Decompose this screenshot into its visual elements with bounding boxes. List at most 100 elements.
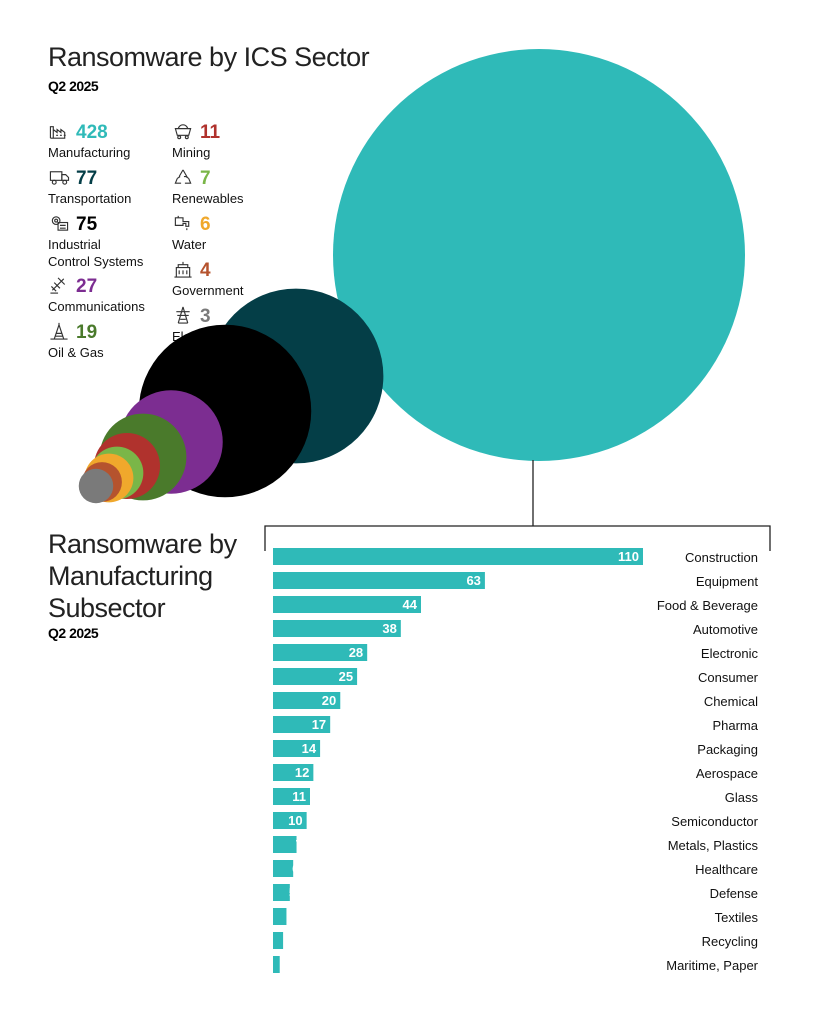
sector-legend-item: 428 Manufacturing bbox=[48, 122, 173, 161]
subsector-chart-title: Ransomware by Manufacturing Subsector bbox=[48, 528, 268, 624]
sector-count: 7 bbox=[200, 168, 211, 189]
subsector-bar bbox=[273, 860, 294, 877]
sector-legend-item: 27 Communications bbox=[48, 276, 173, 315]
subsector-bar bbox=[273, 956, 280, 973]
subsector-value-label: 44 bbox=[403, 597, 418, 612]
subsector-value-label: 110 bbox=[618, 549, 639, 564]
subsector-bar bbox=[273, 572, 485, 589]
subsector-bar bbox=[273, 788, 310, 805]
sector-name: Control Systems bbox=[48, 254, 144, 269]
subsector-bar bbox=[273, 740, 321, 757]
subsector-category-label: Textiles bbox=[715, 910, 759, 925]
subsector-bar bbox=[273, 908, 287, 925]
sector-count: 75 bbox=[76, 214, 98, 235]
subsector-value-label: 12 bbox=[295, 765, 309, 780]
subsector-title-line: Subsector bbox=[48, 593, 166, 623]
building-icon bbox=[172, 259, 200, 284]
sector-chart-subtitle: Q2 2025 bbox=[48, 78, 99, 94]
subsector-bar bbox=[273, 692, 341, 709]
subsector-value-label: 28 bbox=[349, 645, 363, 660]
subsector-category-label: Packaging bbox=[697, 742, 758, 757]
subsector-bar bbox=[273, 932, 284, 949]
subsector-bar bbox=[273, 620, 401, 637]
subsector-value-label: 38 bbox=[382, 621, 396, 636]
subsector-category-label: Construction bbox=[685, 550, 758, 565]
subsector-category-label: Consumer bbox=[698, 670, 759, 685]
subsector-bar bbox=[273, 668, 358, 685]
sector-legend-item: 77 Transportation bbox=[48, 168, 173, 207]
subsector-category-label: Pharma bbox=[712, 718, 758, 733]
subsector-bar bbox=[273, 596, 421, 613]
sector-count: 428 bbox=[76, 122, 108, 143]
subsector-bar bbox=[273, 812, 307, 829]
subsector-category-label: Glass bbox=[725, 790, 759, 805]
subsector-bar bbox=[273, 884, 290, 901]
gear-panel-icon bbox=[48, 213, 76, 238]
subsector-category-label: Semiconductor bbox=[671, 814, 758, 829]
subsector-value-label: 14 bbox=[302, 741, 317, 756]
faucet-icon bbox=[172, 213, 200, 238]
sector-name: Oil & Gas bbox=[48, 345, 104, 360]
sector-legend-item: 19 Oil & Gas bbox=[48, 322, 173, 361]
subsector-category-label: Chemical bbox=[704, 694, 758, 709]
subsector-value-label: 3 bbox=[285, 933, 292, 948]
sector-name: Water bbox=[172, 237, 207, 252]
subsector-value-label: 7 bbox=[296, 837, 303, 852]
subsector-bar bbox=[273, 644, 368, 661]
subsector-value-label: 11 bbox=[292, 789, 306, 804]
sector-count: 3 bbox=[200, 306, 211, 327]
factory-icon bbox=[48, 121, 76, 146]
subsector-bar bbox=[273, 716, 331, 733]
sector-legend-item: 7 Renewables bbox=[172, 168, 297, 207]
sector-bubble bbox=[333, 49, 745, 461]
truck-icon bbox=[48, 167, 76, 192]
bubble-bar-connector bbox=[264, 460, 771, 551]
subsector-chart-subtitle: Q2 2025 bbox=[48, 625, 99, 641]
sector-legend-item: 6 Water bbox=[172, 214, 297, 253]
sector-name: Manufacturing bbox=[48, 145, 131, 160]
subsector-value-label: 2 bbox=[282, 957, 289, 972]
sector-name: Transportation bbox=[48, 191, 132, 206]
sector-name: Communications bbox=[48, 299, 145, 314]
subsector-bar bbox=[273, 836, 297, 853]
satellite-icon bbox=[48, 275, 76, 300]
sector-legend-item: 75 Industrial Control Systems bbox=[48, 214, 173, 270]
sector-count: 27 bbox=[76, 276, 98, 297]
subsector-category-label: Metals, Plastics bbox=[668, 838, 759, 853]
subsector-value-label: 20 bbox=[322, 693, 336, 708]
subsector-value-label: 6 bbox=[292, 861, 299, 876]
sector-count: 11 bbox=[200, 122, 221, 143]
subsector-category-label: Defense bbox=[710, 886, 758, 901]
subsector-category-label: Healthcare bbox=[695, 862, 758, 877]
sector-count: 4 bbox=[200, 260, 211, 281]
recycle-icon bbox=[172, 167, 200, 192]
sector-bubble bbox=[78, 468, 114, 504]
subsector-title-line: Manufacturing bbox=[48, 561, 213, 591]
subsector-value-label: 17 bbox=[312, 717, 326, 732]
subsector-value-label: 5 bbox=[289, 885, 296, 900]
oil-rig-icon bbox=[48, 321, 76, 346]
sector-legend-item: 4 Government bbox=[172, 260, 297, 299]
sector-count: 6 bbox=[200, 214, 211, 235]
subsector-category-label: Food & Beverage bbox=[657, 598, 758, 613]
power-tower-icon bbox=[172, 305, 200, 330]
sector-name: Mining bbox=[172, 145, 211, 160]
sector-name: Government bbox=[172, 283, 244, 298]
sector-name: Renewables bbox=[172, 191, 244, 206]
sector-count: 77 bbox=[76, 168, 98, 189]
subsector-title-line: Ransomware by bbox=[48, 529, 237, 559]
subsector-category-label: Automotive bbox=[693, 622, 758, 637]
subsector-category-label: Equipment bbox=[696, 574, 759, 589]
sector-count: 19 bbox=[76, 322, 98, 343]
subsector-category-label: Maritime, Paper bbox=[666, 958, 758, 973]
subsector-category-label: Electronic bbox=[701, 646, 759, 661]
mine-cart-icon bbox=[172, 121, 200, 146]
subsector-category-label: Recycling bbox=[702, 934, 758, 949]
subsector-value-label: 4 bbox=[288, 909, 296, 924]
subsector-category-label: Aerospace bbox=[696, 766, 758, 781]
sector-legend-item: 11 Mining bbox=[172, 122, 297, 161]
sector-name: Industrial bbox=[48, 237, 101, 252]
sector-chart-title: Ransomware by ICS Sector bbox=[48, 42, 370, 72]
subsector-value-label: 25 bbox=[339, 669, 353, 684]
